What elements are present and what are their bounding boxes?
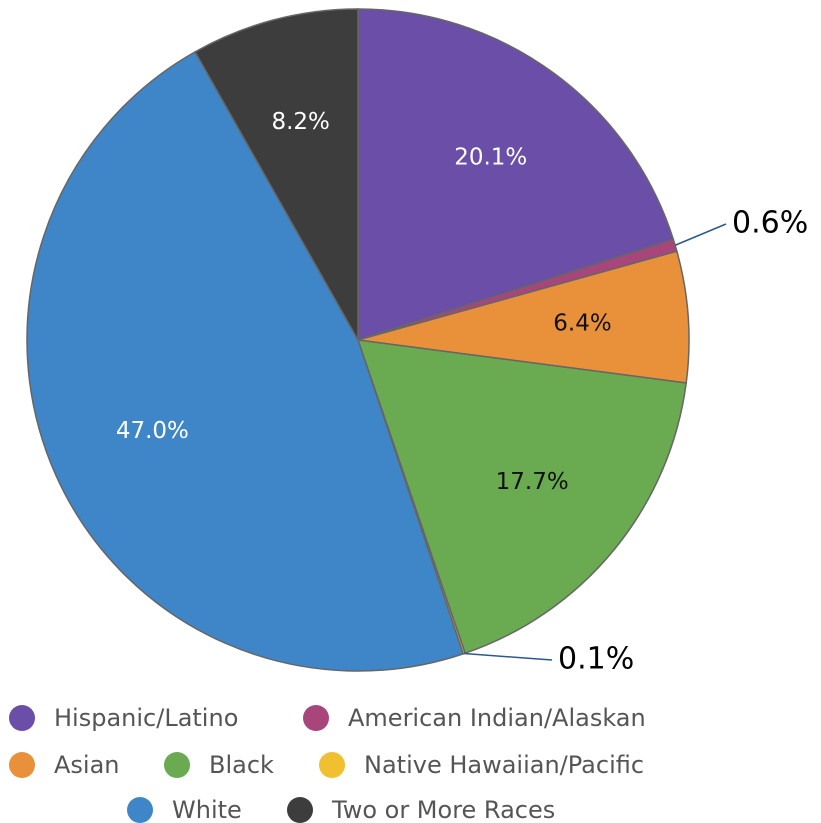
- legend-swatch: [303, 705, 329, 731]
- data-label: 20.1%: [454, 145, 527, 171]
- legend-label: Asian: [54, 751, 120, 779]
- legend-swatch: [287, 797, 313, 823]
- legend-label: Black: [209, 751, 274, 779]
- legend-swatch: [164, 752, 190, 778]
- pie-slice: [356, 339, 688, 655]
- data-label: 8.2%: [271, 109, 329, 135]
- legend-swatch: [127, 797, 153, 823]
- pie-slice: [26, 50, 465, 672]
- legend-label: Native Hawaiian/Pacific: [364, 751, 644, 779]
- legend-label: American Indian/Alaskan: [348, 704, 646, 732]
- data-label: 0.1%: [558, 642, 634, 677]
- data-label: 17.7%: [496, 469, 569, 495]
- data-label: 6.4%: [553, 311, 611, 337]
- pie-slice: [194, 8, 359, 343]
- leader-line: [464, 652, 553, 661]
- legend-swatch: [9, 705, 35, 731]
- legend-label: Two or More Races: [331, 796, 555, 823]
- legend-label: Hispanic/Latino: [54, 704, 238, 732]
- pie-slice: [357, 250, 690, 384]
- data-label: 0.6%: [732, 206, 808, 241]
- legend-swatch: [319, 752, 345, 778]
- pie-slice: [357, 8, 675, 342]
- data-label: 47.0%: [116, 418, 189, 444]
- legend-swatch: [9, 752, 35, 778]
- legend-label: White: [172, 796, 242, 823]
- leader-line: [674, 223, 727, 246]
